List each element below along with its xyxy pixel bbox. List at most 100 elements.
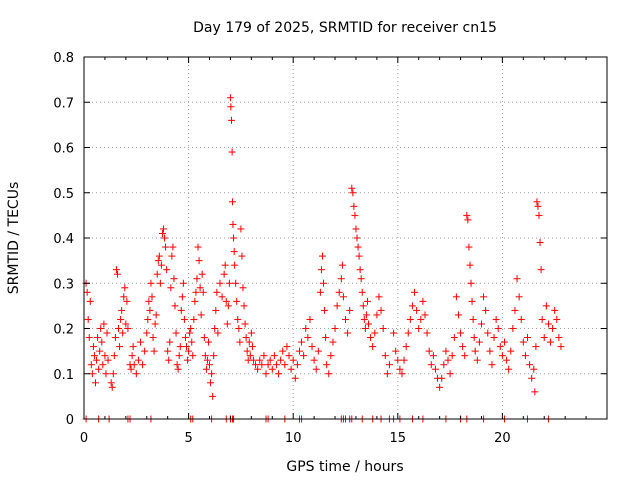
data-point (557, 343, 565, 351)
data-point (188, 338, 196, 346)
data-point (365, 320, 373, 328)
data-point (468, 297, 476, 305)
data-point (513, 275, 521, 283)
data-point (413, 306, 421, 314)
data-point (262, 370, 270, 378)
data-point (109, 370, 117, 378)
data-point (392, 347, 400, 355)
data-point (228, 148, 236, 156)
ticks: 0 0.1 0.2 0.3 0.4 0.5 0.6 0.7 0.8 0 5 10 15 20 (53, 51, 607, 446)
data-point (373, 311, 381, 319)
data-point (238, 252, 246, 260)
data-point (320, 279, 328, 287)
data-point (164, 347, 172, 355)
data-point (442, 347, 450, 355)
data-point (429, 352, 437, 360)
data-point (357, 275, 365, 283)
data-point (229, 220, 237, 228)
data-point (533, 198, 541, 206)
data-point (87, 361, 95, 369)
data-point (167, 284, 175, 292)
data-point (480, 293, 488, 301)
data-point (346, 306, 354, 314)
data-point (119, 329, 127, 337)
data-point (438, 374, 446, 382)
data-point (465, 243, 473, 251)
data-point (329, 338, 337, 346)
data-point (477, 320, 485, 328)
data-point (144, 315, 152, 323)
data-point (553, 315, 561, 323)
data-point (254, 365, 262, 373)
data-point (211, 325, 219, 332)
data-point (98, 338, 106, 346)
data-point (486, 347, 494, 355)
data-point (214, 329, 222, 337)
data-point (300, 352, 308, 360)
data-point (519, 338, 527, 346)
data-point (461, 352, 469, 360)
data-point (193, 275, 201, 283)
data-point (339, 293, 347, 301)
y-tick-label: 0.8 (53, 51, 74, 66)
data-point (134, 356, 142, 364)
data-point (83, 288, 91, 296)
data-point (113, 270, 121, 278)
data-point (111, 334, 119, 342)
data-point (532, 343, 540, 351)
data-point (175, 352, 183, 360)
data-point (243, 347, 251, 355)
data-point (120, 293, 128, 301)
data-point (503, 356, 511, 364)
data-point (406, 315, 414, 323)
data-point (308, 343, 316, 351)
y-tick-label: 0.3 (53, 277, 74, 292)
data-point (515, 293, 523, 301)
y-tick-label: 0.2 (53, 323, 74, 338)
data-point (375, 293, 383, 301)
data-point (377, 306, 385, 314)
data-point (400, 356, 408, 364)
data-point (492, 315, 500, 323)
data-point (152, 311, 160, 319)
data-point (459, 343, 467, 351)
data-point (245, 338, 253, 346)
data-point (304, 334, 312, 342)
x-axis-label: GPS time / hours (286, 459, 403, 475)
data-point (248, 343, 256, 351)
y-tick-label: 0.7 (53, 96, 74, 111)
data-point (371, 329, 379, 337)
data-point (353, 234, 361, 242)
data-point (482, 306, 490, 314)
data-point (349, 189, 357, 197)
data-point (310, 356, 318, 364)
data-point (298, 338, 306, 346)
data-point (275, 370, 283, 378)
data-point (464, 216, 472, 224)
x-tick-label: 5 (184, 431, 192, 446)
data-point (129, 343, 137, 351)
data-point (381, 352, 389, 360)
data-point (268, 365, 276, 373)
data-point (139, 361, 147, 369)
data-point (156, 279, 164, 287)
data-point (457, 329, 465, 337)
data-point (174, 365, 182, 373)
data-point (181, 334, 189, 342)
data-point (302, 325, 310, 332)
y-tick-label: 0.5 (53, 187, 74, 202)
data-point (423, 329, 431, 337)
data-point (316, 288, 324, 296)
data-point (100, 320, 108, 328)
data-point (197, 311, 205, 319)
data-point (360, 315, 368, 323)
data-point (84, 315, 92, 323)
data-point (232, 279, 240, 287)
data-point (170, 275, 178, 283)
data-point (535, 211, 543, 219)
data-point (312, 365, 320, 373)
data-point (169, 243, 177, 251)
data-point (128, 352, 136, 360)
data-point (551, 306, 559, 314)
y-axis-label: SRMTID / TECUs (6, 182, 22, 295)
